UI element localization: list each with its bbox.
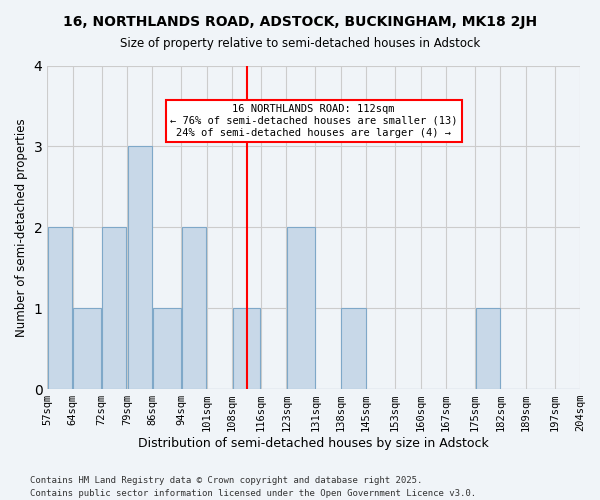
Bar xyxy=(287,228,315,389)
Bar xyxy=(48,228,72,389)
Y-axis label: Number of semi-detached properties: Number of semi-detached properties xyxy=(15,118,28,336)
Bar xyxy=(476,308,500,389)
Text: 16 NORTHLANDS ROAD: 112sqm
← 76% of semi-detached houses are smaller (13)
24% of: 16 NORTHLANDS ROAD: 112sqm ← 76% of semi… xyxy=(170,104,457,138)
Text: Contains public sector information licensed under the Open Government Licence v3: Contains public sector information licen… xyxy=(30,488,476,498)
Bar xyxy=(128,146,152,389)
Bar xyxy=(182,228,206,389)
Text: Contains HM Land Registry data © Crown copyright and database right 2025.: Contains HM Land Registry data © Crown c… xyxy=(30,476,422,485)
Text: Size of property relative to semi-detached houses in Adstock: Size of property relative to semi-detach… xyxy=(120,38,480,51)
Bar xyxy=(153,308,181,389)
Text: 16, NORTHLANDS ROAD, ADSTOCK, BUCKINGHAM, MK18 2JH: 16, NORTHLANDS ROAD, ADSTOCK, BUCKINGHAM… xyxy=(63,15,537,29)
X-axis label: Distribution of semi-detached houses by size in Adstock: Distribution of semi-detached houses by … xyxy=(138,437,489,450)
Bar xyxy=(233,308,260,389)
Bar xyxy=(341,308,365,389)
Bar xyxy=(102,228,127,389)
Bar xyxy=(73,308,101,389)
